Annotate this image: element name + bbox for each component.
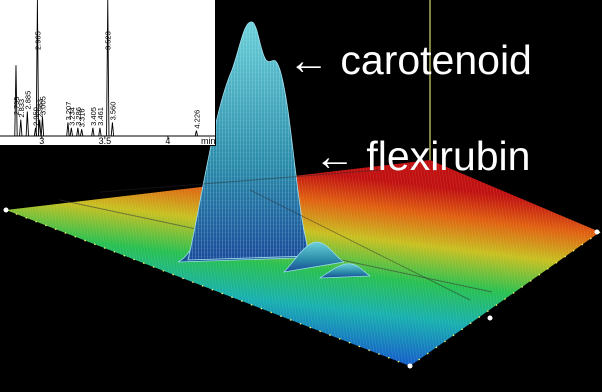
chromatogram-peak-label: 2.965 [33, 31, 42, 50]
chromatogram-peak [76, 127, 80, 137]
chromatogram-peak [38, 119, 42, 137]
minor-peak-1 [282, 241, 345, 273]
chromatogram-peak-label: 3.207 [64, 102, 73, 121]
chromatogram-peak-label: 2.833 [17, 99, 26, 118]
chromatogram-peak-label: 4.226 [192, 110, 201, 129]
carotenoid-callout: ← carotenoid [288, 37, 532, 83]
chromatogram-peak-label: 2.795 [12, 96, 21, 115]
side-grid-line [249, 189, 471, 301]
chromatogram-peak-label: 2.885 [23, 91, 32, 110]
chromatogram-peak-label: 3.523 [104, 31, 113, 50]
chromatogram-peak-label: 3.286 [74, 107, 83, 126]
chromatogram-peak [110, 122, 115, 137]
chromatogram-peak [91, 127, 95, 137]
chromatogram-peak-label: 3.234 [67, 107, 76, 126]
chromatogram-peak-label: 3.461 [96, 107, 105, 126]
chromatogram-peak [14, 65, 18, 137]
chromatogram-inset: 3 3.5 4 min 2.795 2.833 2.885 2.950 2.965 2.983 3.… [0, 0, 216, 146]
chromatogram-peak [25, 111, 29, 137]
chromatogram-peak [19, 119, 23, 137]
corner-marker [3, 207, 9, 213]
flexirubin-callout: ← flexirubin [314, 133, 531, 179]
chromatogram-peak-label: 3.316 [78, 108, 87, 127]
chromatogram-peak [80, 129, 84, 137]
chromatogram-peak [35, 0, 40, 137]
chromatogram-peak-label: 3.005 [38, 96, 47, 115]
surface-floor-edge-right [409, 231, 601, 367]
chromatogram-peak [40, 116, 45, 137]
chromatogram-peak [98, 127, 102, 137]
peak-mesh-overlay [188, 21, 310, 261]
chromatogram-peak [106, 0, 110, 137]
chromatogram-peak [66, 122, 70, 137]
chromatogram-peak-label: 3.560 [108, 102, 117, 121]
chromatogram-peak [194, 130, 199, 137]
corner-marker [407, 363, 413, 369]
chromatogram-x-tick-label: 3.5 [99, 136, 112, 145]
corner-marker [487, 315, 493, 321]
back-grid-line [99, 169, 381, 193]
minor-peak-2 [318, 263, 372, 279]
chromatogram-x-axis-label: min [201, 136, 215, 145]
chromatogram-x-tick-label: 4 [165, 136, 170, 145]
corner-marker [594, 229, 600, 235]
chromatogram-x-tick-label: 3 [39, 136, 44, 145]
chromatogram-peak-label: 2.983 [36, 99, 45, 118]
chromatogram-peak-label: 3.405 [89, 107, 98, 126]
chromatogram-peak [69, 127, 73, 137]
